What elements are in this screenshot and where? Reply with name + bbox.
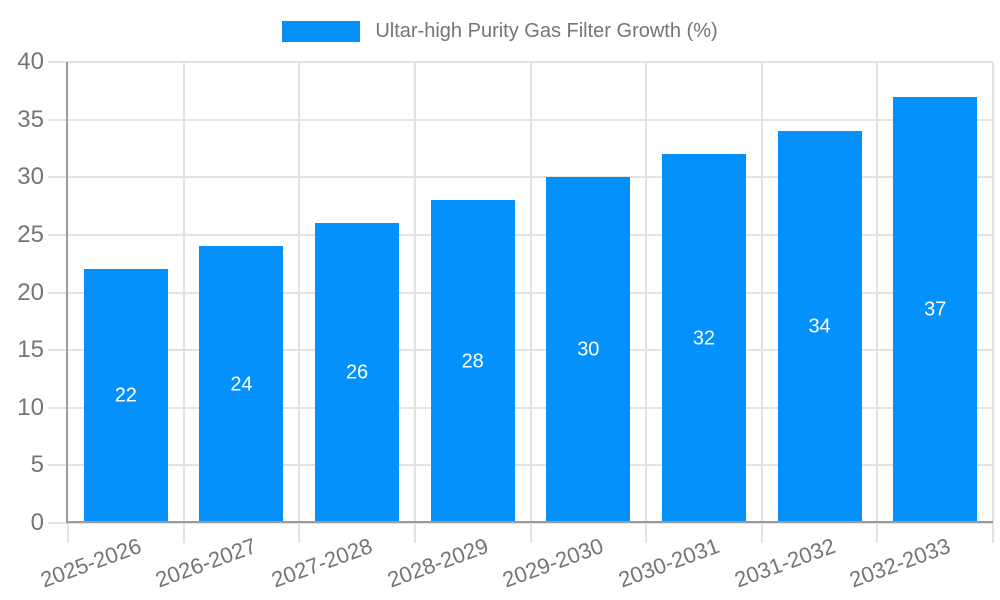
gridline-vertical bbox=[645, 62, 648, 543]
bar-2025-2026[interactable]: 22 bbox=[83, 269, 168, 523]
legend-item[interactable]: Ultar-high Purity Gas Filter Growth (%) bbox=[282, 20, 718, 43]
y-tick-label: 0 bbox=[30, 509, 44, 536]
bar-2028-2029[interactable]: 28 bbox=[430, 200, 515, 523]
bar-value-label: 37 bbox=[924, 298, 947, 321]
x-tick-label: 2027-2028 bbox=[268, 533, 376, 593]
y-tick-label: 10 bbox=[17, 393, 44, 421]
bar-value-label: 22 bbox=[114, 384, 137, 407]
x-tick-label: 2028-2029 bbox=[383, 533, 492, 593]
x-tick-label: 2026-2027 bbox=[152, 533, 260, 593]
y-tick-label: 40 bbox=[17, 48, 44, 75]
gridline-vertical bbox=[760, 62, 763, 543]
bar-value-label: 28 bbox=[461, 350, 484, 373]
legend-label[interactable]: Ultar-high Purity Gas Filter Growth (%) bbox=[375, 20, 718, 42]
gridline-horizontal bbox=[48, 118, 993, 121]
x-tick-label: 2025-2026 bbox=[36, 533, 145, 593]
plot-area: 2025-2026 2026-2027 2027-2028 2028-2029 2029… bbox=[17, 48, 994, 592]
gridline-vertical bbox=[413, 62, 416, 543]
x-tick-label: 2032-2033 bbox=[846, 533, 954, 593]
bar-2029-2030[interactable]: 30 bbox=[546, 177, 631, 523]
bar-value-label: 32 bbox=[692, 327, 716, 350]
x-axis-line bbox=[66, 521, 993, 523]
legend-swatch-icon[interactable] bbox=[282, 21, 361, 42]
y-tick-label: 25 bbox=[17, 220, 44, 248]
bar-2031-2032[interactable]: 34 bbox=[777, 131, 862, 523]
gridline-horizontal bbox=[48, 406, 993, 409]
gridline-horizontal bbox=[48, 61, 993, 63]
chart-legend: Ultar-high Purity Gas Filter Growth (%) bbox=[0, 20, 1000, 43]
gridline-vertical bbox=[182, 62, 185, 543]
gridline-horizontal bbox=[48, 464, 993, 467]
gridline-vertical bbox=[529, 62, 532, 543]
x-tick-label: 2031-2032 bbox=[730, 533, 839, 593]
gridline-vertical bbox=[298, 62, 301, 543]
gridline-horizontal bbox=[48, 291, 993, 294]
bar-2032-2033[interactable]: 37 bbox=[893, 96, 978, 523]
gridline-horizontal bbox=[48, 522, 993, 524]
bar-value-label: 26 bbox=[345, 361, 369, 384]
bar-value-label: 30 bbox=[577, 338, 600, 361]
bar-value-label: 34 bbox=[808, 315, 831, 338]
y-tick-label: 30 bbox=[17, 163, 44, 191]
gridline-horizontal bbox=[48, 349, 993, 352]
bar-value-label: 24 bbox=[230, 373, 253, 396]
y-tick-label: 35 bbox=[17, 105, 44, 133]
gridline-vertical bbox=[876, 62, 879, 543]
y-axis-line bbox=[66, 62, 68, 523]
bar-2027-2028[interactable]: 26 bbox=[315, 223, 400, 523]
gridline-horizontal bbox=[48, 233, 993, 236]
x-tick-label: 2029-2030 bbox=[499, 533, 607, 593]
y-tick-label: 5 bbox=[30, 451, 44, 479]
gridline-vertical bbox=[992, 62, 994, 543]
x-tick-label: 2030-2031 bbox=[615, 533, 723, 593]
bar-2030-2031[interactable]: 32 bbox=[661, 154, 746, 523]
x-axis-tick bbox=[67, 523, 69, 543]
bar-2026-2027[interactable]: 24 bbox=[199, 246, 284, 523]
y-tick-label: 20 bbox=[17, 278, 44, 306]
y-tick-label: 15 bbox=[17, 336, 44, 364]
gridline-horizontal bbox=[48, 176, 993, 179]
